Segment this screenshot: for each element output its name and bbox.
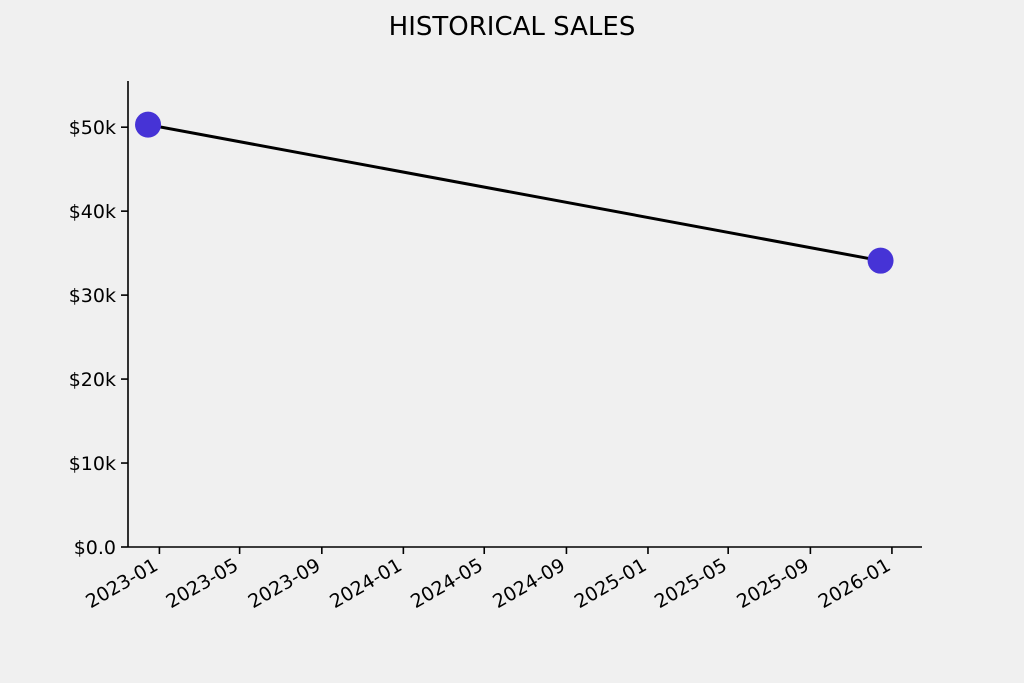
y-tick-label: $30k xyxy=(69,285,116,307)
y-axis-ticks: $0.0 $10k $20k $30k $40k $50k xyxy=(69,117,128,559)
x-tick-label: 2024-05 xyxy=(407,554,487,613)
y-tick-label: $20k xyxy=(69,369,116,391)
x-tick-label: 2023-01 xyxy=(82,554,162,613)
x-tick-label: 2024-01 xyxy=(326,554,406,613)
x-tick-label: 2023-05 xyxy=(162,554,242,613)
y-tick-label: $40k xyxy=(69,201,116,223)
data-point xyxy=(135,111,162,138)
y-tick-label: $0.0 xyxy=(74,537,116,559)
series-layer xyxy=(135,111,894,274)
x-tick-label: 2025-01 xyxy=(571,554,651,613)
y-tick-label: $10k xyxy=(69,453,116,475)
x-axis-ticks: 2023-01 2023-05 2023-09 2024-01 2024-05 2024-… xyxy=(82,547,894,613)
x-tick-label: 2023-09 xyxy=(245,554,325,613)
chart-title: HISTORICAL SALES xyxy=(389,12,636,42)
x-tick-label: 2025-09 xyxy=(733,554,813,613)
y-tick-label: $50k xyxy=(69,117,116,139)
x-tick-label: 2024-09 xyxy=(489,554,569,613)
series-line xyxy=(147,123,881,263)
x-tick-label: 2025-05 xyxy=(651,554,731,613)
x-tick-label: 2026-01 xyxy=(815,554,895,613)
data-point xyxy=(867,247,894,274)
